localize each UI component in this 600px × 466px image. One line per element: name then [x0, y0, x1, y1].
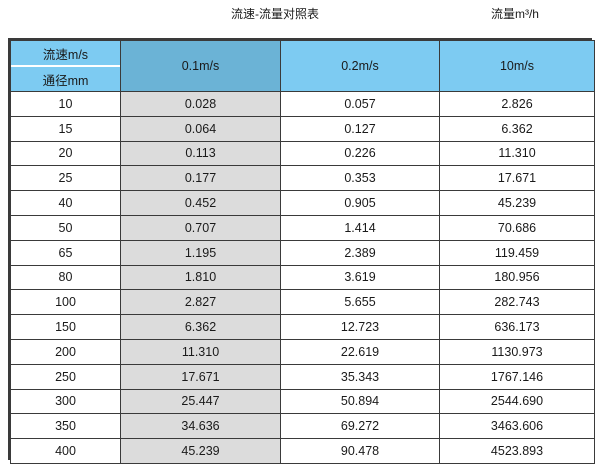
- table-row: 100 2.827 5.655 282.743: [10, 289, 595, 316]
- table-row: 10 0.028 0.057 2.826: [10, 91, 595, 117]
- cell-flow-value: 3.619: [280, 264, 440, 291]
- cell-diameter: 15: [10, 115, 121, 142]
- table-row: 200 11.310 22.619 1130.973: [10, 338, 595, 365]
- cell-flow-value: 0.057: [280, 91, 440, 117]
- header-diameter-label: 通径mm: [42, 73, 89, 88]
- cell-flow-value: 17.671: [120, 363, 281, 390]
- cell-flow-value: 22.619: [280, 338, 440, 365]
- flow-unit-label: 流量m³/h: [490, 7, 539, 21]
- page-title: 流速-流量对照表: [231, 7, 319, 21]
- table-row: 300 25.447 50.894 2544.690: [10, 388, 595, 415]
- cell-flow-value: 636.173: [439, 314, 595, 340]
- table-row: 250 17.671 35.343 1767.146: [10, 363, 595, 390]
- table-row: 65 1.195 2.389 119.459: [10, 239, 595, 266]
- cell-flow-value: 2.827: [120, 289, 281, 316]
- table-body: 10 0.028 0.057 2.826 15 0.064 0.127 6.362 20 0.11…: [10, 91, 595, 464]
- table-row: 50 0.707 1.414 70.686: [10, 214, 595, 241]
- cell-diameter: 10: [10, 91, 121, 117]
- flow-velocity-table-container: 流速m/s 通径mm 0.1m/s 0.2m/s 10m/s 10 0.028 0.…: [8, 38, 595, 464]
- cell-flow-value: 180.956: [439, 264, 595, 291]
- cell-diameter: 50: [10, 214, 121, 241]
- cell-flow-value: 1767.146: [439, 363, 595, 390]
- cell-flow-value: 69.272: [280, 413, 440, 440]
- table-header: 流速m/s 通径mm 0.1m/s 0.2m/s 10m/s: [10, 40, 595, 92]
- cell-diameter: 250: [10, 363, 121, 390]
- cell-diameter: 25: [10, 165, 121, 192]
- cell-flow-value: 6.362: [120, 314, 281, 340]
- cell-flow-value: 45.239: [120, 438, 281, 464]
- cell-flow-value: 0.028: [120, 91, 281, 117]
- cell-flow-value: 0.177: [120, 165, 281, 192]
- cell-flow-value: 2544.690: [439, 388, 595, 415]
- cell-flow-value: 12.723: [280, 314, 440, 340]
- header-row: 流速m/s 通径mm 0.1m/s 0.2m/s 10m/s: [10, 40, 595, 92]
- cell-flow-value: 5.655: [280, 289, 440, 316]
- cell-flow-value: 4523.893: [439, 438, 595, 464]
- header-corner-cell: 流速m/s 通径mm: [10, 40, 121, 92]
- cell-diameter: 300: [10, 388, 121, 415]
- header-column-0: 0.1m/s: [120, 40, 281, 92]
- cell-flow-value: 0.064: [120, 115, 281, 142]
- table-row: 150 6.362 12.723 636.173: [10, 314, 595, 340]
- table-row: 15 0.064 0.127 6.362: [10, 115, 595, 142]
- table-row: 80 1.810 3.619 180.956: [10, 264, 595, 291]
- cell-flow-value: 90.478: [280, 438, 440, 464]
- cell-flow-value: 45.239: [439, 190, 595, 216]
- cell-diameter: 100: [10, 289, 121, 316]
- cell-flow-value: 0.113: [120, 140, 281, 167]
- cell-flow-value: 11.310: [439, 140, 595, 167]
- cell-flow-value: 0.707: [120, 214, 281, 241]
- header-column-2: 10m/s: [439, 40, 595, 92]
- table-row: 40 0.452 0.905 45.239: [10, 190, 595, 216]
- cell-flow-value: 11.310: [120, 338, 281, 365]
- cell-flow-value: 17.671: [439, 165, 595, 192]
- cell-diameter: 400: [10, 438, 121, 464]
- cell-flow-value: 3463.606: [439, 413, 595, 440]
- table-row: 400 45.239 90.478 4523.893: [10, 438, 595, 464]
- cell-flow-value: 2.389: [280, 239, 440, 266]
- cell-diameter: 80: [10, 264, 121, 291]
- cell-flow-value: 34.636: [120, 413, 281, 440]
- cell-flow-value: 0.226: [280, 140, 440, 167]
- cell-flow-value: 1.195: [120, 239, 281, 266]
- cell-flow-value: 25.447: [120, 388, 281, 415]
- cell-flow-value: 50.894: [280, 388, 440, 415]
- cell-flow-value: 0.905: [280, 190, 440, 216]
- flow-velocity-table: 流速m/s 通径mm 0.1m/s 0.2m/s 10m/s 10 0.028 0.…: [10, 40, 595, 464]
- cell-diameter: 20: [10, 140, 121, 167]
- header-column-1: 0.2m/s: [280, 40, 440, 92]
- cell-flow-value: 1130.973: [439, 338, 595, 365]
- cell-flow-value: 6.362: [439, 115, 595, 142]
- cell-flow-value: 282.743: [439, 289, 595, 316]
- cell-diameter: 65: [10, 239, 121, 266]
- cell-diameter: 200: [10, 338, 121, 365]
- cell-flow-value: 1.810: [120, 264, 281, 291]
- cell-flow-value: 0.127: [280, 115, 440, 142]
- cell-flow-value: 0.353: [280, 165, 440, 192]
- cell-diameter: 40: [10, 190, 121, 216]
- header-velocity-label: 流速m/s: [11, 41, 120, 67]
- table-row: 25 0.177 0.353 17.671: [10, 165, 595, 192]
- table-row: 350 34.636 69.272 3463.606: [10, 413, 595, 440]
- cell-diameter: 350: [10, 413, 121, 440]
- cell-flow-value: 0.452: [120, 190, 281, 216]
- cell-diameter: 150: [10, 314, 121, 340]
- cell-flow-value: 35.343: [280, 363, 440, 390]
- cell-flow-value: 70.686: [439, 214, 595, 241]
- cell-flow-value: 119.459: [439, 239, 595, 266]
- caption-strip: 流速-流量对照表 流量m³/h: [0, 0, 600, 38]
- cell-flow-value: 1.414: [280, 214, 440, 241]
- table-row: 20 0.113 0.226 11.310: [10, 140, 595, 167]
- cell-flow-value: 2.826: [439, 91, 595, 117]
